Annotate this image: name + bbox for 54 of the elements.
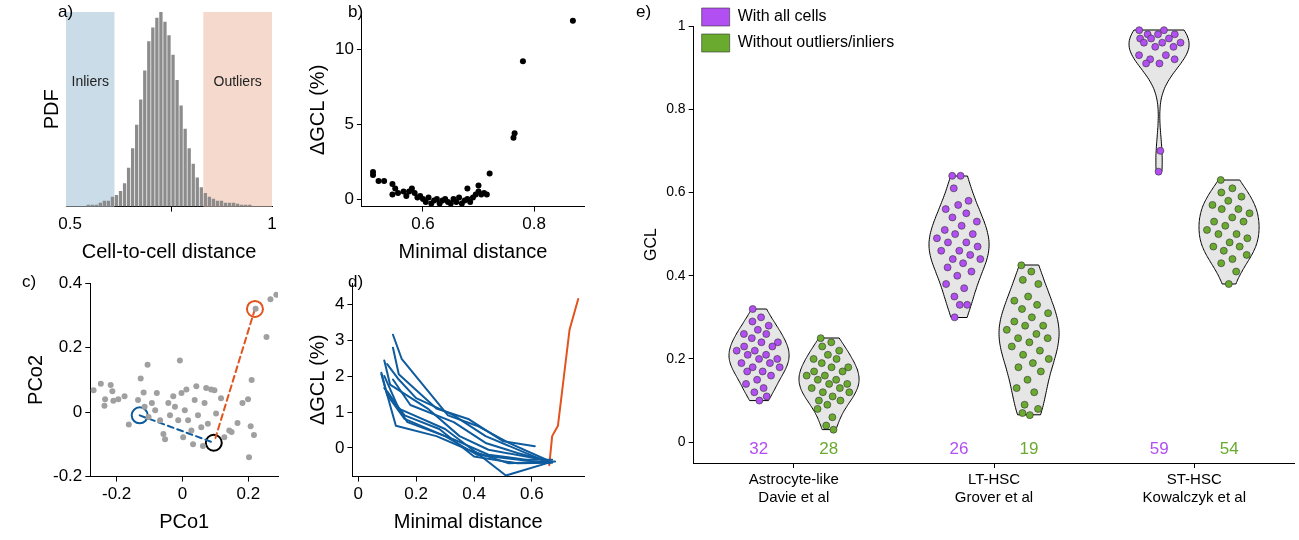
y-tick-label: 0 [334,437,345,457]
chart-title: e) [636,2,652,22]
y-tick-label: 0.4 [58,272,83,292]
x-axis-title: Minimal distance [398,239,548,262]
y-tick-label: 1 [677,16,686,33]
y-axis-title: PCo2 [23,354,46,405]
annotation: 19 [1019,438,1039,458]
chart-title: a) [58,2,74,22]
x-tick-label: 0.2 [236,484,261,504]
y-tick-label: 3 [334,330,345,350]
x-tick-label: 0.5 [58,214,82,234]
y-tick-label: 10 [334,38,354,58]
y-axis-title: GCL [642,227,660,261]
x-axis-title: Minimal distance [393,509,543,532]
band-label: Inliers [71,72,109,89]
y-tick-label: 0.6 [666,183,686,200]
y-axis-title: ΔGCL (%) [305,334,328,426]
chart-title: d) [348,272,364,292]
annotation: 26 [949,438,969,458]
x-tick-label: 0.2 [404,484,428,504]
chart-title: c) [22,272,37,292]
annotation: 59 [1149,438,1169,458]
chart-title: b) [348,2,364,22]
x-tick-label: 0.8 [522,214,546,234]
x-tick-label: ST-HSC Kowalczyk et al [1142,470,1246,506]
x-tick-label: 0 [177,484,188,504]
legend-label: With all cells [737,7,827,25]
y-tick-label: 0 [72,401,83,421]
y-tick-label: 0 [344,188,354,208]
y-tick-label: 0.8 [666,100,686,117]
y-axis-title: ΔGCL (%) [305,64,328,156]
x-tick-label: -0.2 [101,484,132,504]
y-tick-label: 5 [344,113,354,133]
annotation: 54 [1219,438,1239,458]
band-label: Outliers [213,72,262,89]
y-tick-label: 0 [677,433,686,450]
x-tick-label: 1 [267,214,277,234]
x-tick-label: 0.6 [520,484,544,504]
annotation: 28 [819,438,839,458]
y-axis-title: PDF [39,89,62,130]
legend-label: Without outliers/inliers [737,33,895,51]
x-axis-title: PCo1 [159,509,210,532]
y-tick-label: 2 [334,366,345,386]
y-tick-label: 0.4 [666,266,686,283]
x-axis-title: Cell-to-cell distance [81,239,257,262]
y-tick-label: 0.2 [666,349,686,366]
x-tick-label: 0.4 [462,484,486,504]
y-tick-label: 1 [334,401,345,421]
x-tick-label: 0.6 [411,214,435,234]
y-tick-label: 4 [334,294,345,314]
annotation: 32 [749,438,769,458]
x-tick-label: Astrocyte-like Davie et al [748,470,839,506]
x-tick-label: LT-HSC Grover et al [954,470,1034,506]
y-tick-label: 0.2 [58,337,83,357]
